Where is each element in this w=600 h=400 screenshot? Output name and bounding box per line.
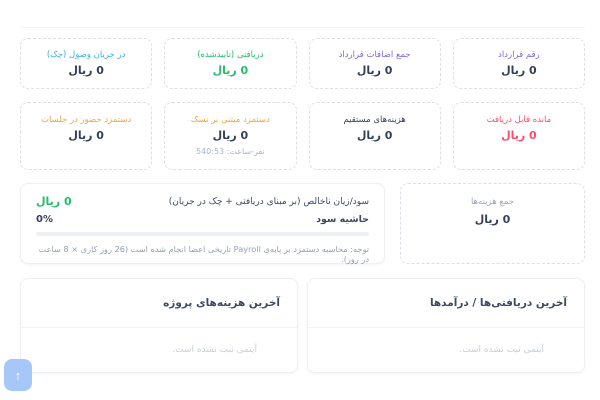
stat-card-receivable-balance: مانده قابل دریافت 0 ریال: [452, 102, 585, 170]
profit-margin-progressbar: [36, 232, 369, 236]
summary-row: جمع هزینه‌ها 0 ریال سود/زیان ناخالص (بر …: [20, 183, 585, 264]
gross-profit-line: سود/زیان ناخالص (بر مبنای دریافتی + چک د…: [36, 195, 369, 208]
gross-profit-label: سود/زیان ناخالص (بر مبنای دریافتی + چک د…: [168, 196, 369, 207]
stat-value: 0 ریال: [501, 128, 537, 142]
stat-card-direct-costs: هزینه‌های مستقیم 0 ریال: [308, 102, 441, 170]
stat-row-costs: مانده قابل دریافت 0 ریال هزینه‌های مستقی…: [20, 102, 585, 170]
profit-margin-label: حاشیه سود: [316, 214, 369, 225]
stat-label: دریافتی (تاییدشده): [197, 50, 264, 61]
stat-label: جمع اضافات قرارداد: [338, 50, 411, 61]
person-hours-subtext: نفر-ساعت: 540:53: [196, 146, 265, 156]
latest-project-costs-card: آخرین هزینه‌های پروژه آیتمی ثبت نشده است…: [20, 278, 298, 373]
stat-value: 0 ریال: [68, 63, 104, 77]
stat-card-contract-additions: جمع اضافات قرارداد 0 ریال: [308, 38, 441, 89]
stat-label: مانده قابل دریافت: [486, 115, 552, 125]
stat-value: 0 ریال: [474, 212, 511, 226]
latest-project-costs-title: آخرین هزینه‌های پروژه: [21, 279, 297, 328]
stat-value: 0 ریال: [68, 128, 104, 142]
scroll-to-top-button[interactable]: ↑: [4, 359, 32, 391]
stat-card-total-costs: جمع هزینه‌ها 0 ریال: [400, 183, 585, 264]
stat-value: 0 ریال: [212, 128, 249, 142]
latest-project-costs-empty-state: آیتمی ثبت نشده است.: [172, 345, 257, 355]
stat-value: 0 ریال: [501, 63, 537, 77]
stat-label: هزینه‌های مستقیم: [343, 115, 406, 125]
stat-card-meeting-attendance-wage: دستمزد حضور در جلسات 0 ریال: [20, 102, 153, 170]
stat-value: 0 ریال: [356, 128, 393, 142]
latest-incomes-title: آخرین دریافتی‌ها / درآمدها: [308, 279, 584, 328]
gross-profit-card: سود/زیان ناخالص (بر مبنای دریافتی + چک د…: [20, 183, 385, 264]
gross-profit-value: 0 ریال: [36, 195, 72, 208]
stat-label: دستمزد حضور در جلسات: [41, 115, 132, 125]
stat-label: دستمزد مبتنی بر تسک: [190, 115, 270, 125]
payroll-note: توجه: محاسبه دستمزد بر پایه‌ی Payroll تا…: [38, 244, 369, 264]
up-arrow-icon: ↑: [14, 367, 22, 383]
stat-card-in-collection-check: در جریان وصول (چک) 0 ریال: [20, 38, 153, 89]
stat-card-received-confirmed: دریافتی (تاییدشده) 0 ریال: [164, 38, 297, 89]
profit-margin-value: 0%: [36, 214, 53, 225]
stat-value: 0 ریال: [212, 63, 249, 77]
dashboard-page: رقم قرارداد 0 ریال جمع اضافات قرارداد 0 …: [0, 27, 600, 400]
stat-value: 0 ریال: [356, 63, 393, 77]
latest-incomes-empty-state: آیتمی ثبت نشده است.: [459, 345, 544, 355]
stat-card-task-based-wage: دستمزد مبتنی بر تسک 0 ریال نفر-ساعت: 540…: [164, 102, 297, 170]
stat-label: جمع هزینه‌ها: [470, 197, 515, 207]
stat-label: رقم قرارداد: [498, 50, 540, 61]
latest-incomes-card: آخرین دریافتی‌ها / درآمدها آیتمی ثبت نشد…: [307, 278, 585, 373]
profit-margin-line: حاشیه سود 0%: [36, 214, 369, 225]
stat-row-contract: رقم قرارداد 0 ریال جمع اضافات قرارداد 0 …: [20, 38, 585, 89]
stat-card-contract-amount: رقم قرارداد 0 ریال: [452, 38, 585, 89]
top-divider: [20, 27, 585, 28]
lists-row: آخرین دریافتی‌ها / درآمدها آیتمی ثبت نشد…: [20, 278, 585, 373]
stat-label: در جریان وصول (چک): [46, 50, 126, 61]
